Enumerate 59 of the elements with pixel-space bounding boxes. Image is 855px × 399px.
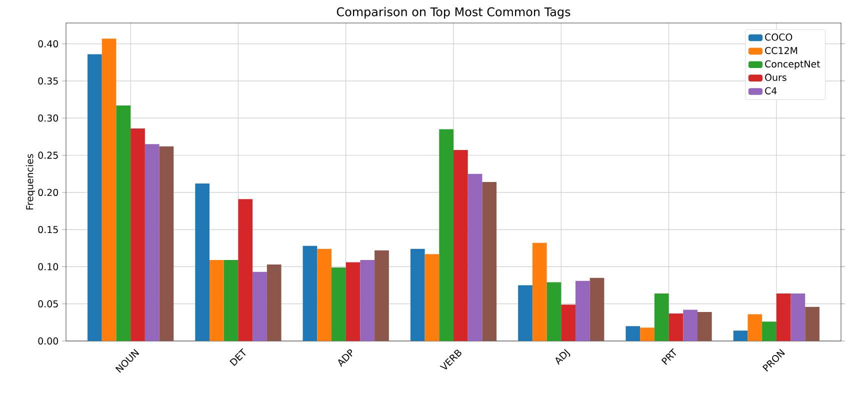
y-tick-label: 0.05 [38,300,58,308]
bar [159,146,174,341]
y-tick-label: 0.15 [38,226,58,234]
bar [252,272,267,341]
bar [144,144,160,341]
bar [102,38,116,341]
y-tick-label: 0.10 [38,263,58,270]
bar [762,322,776,341]
bar [346,262,360,341]
y-tick-label: 0.25 [38,152,58,159]
bar [454,150,468,341]
y-tick-label: 0.30 [38,114,58,122]
bar [668,314,684,341]
bar [590,278,604,341]
y-axis-title: Frequencies [26,154,36,210]
bar [360,260,375,341]
bar [776,293,791,341]
bar [640,328,654,341]
bar [546,282,562,341]
bar [224,260,238,341]
x-tick-label: ADJ [556,348,570,365]
chart-title: Comparison on Top Most Common Tags [336,7,570,19]
bar [575,280,590,341]
bar [266,264,282,341]
bar [195,183,210,341]
bar [805,306,820,341]
legend-label: C4 [765,87,777,94]
bar [697,312,712,341]
bar [88,54,102,341]
y-tick-label: 0.20 [38,188,58,196]
legend-label: Ours [765,74,786,81]
bar [374,250,389,341]
bar [733,330,748,341]
y-tick-label: 0.35 [38,77,58,85]
legend-label: ConceptNet [765,60,820,70]
bar [561,304,576,341]
bar [302,246,318,341]
bar [130,128,145,341]
legend-label: COCO [765,34,792,41]
bar [654,293,669,341]
bar [317,248,332,341]
bar [210,260,224,341]
bar [468,174,482,341]
bar [424,254,440,341]
bar [439,129,454,341]
bar [683,310,698,341]
bar [532,242,547,341]
y-tick-label: 0.00 [38,337,58,345]
bar [410,248,425,341]
y-tick-label: 0.40 [38,40,58,48]
bar [518,285,532,341]
bar [116,105,131,341]
bar [332,267,346,341]
bar [626,326,640,341]
bar [748,314,762,341]
bar [790,293,806,341]
bar [482,182,497,341]
legend-label: CC12M [765,46,798,54]
bar [238,199,253,341]
